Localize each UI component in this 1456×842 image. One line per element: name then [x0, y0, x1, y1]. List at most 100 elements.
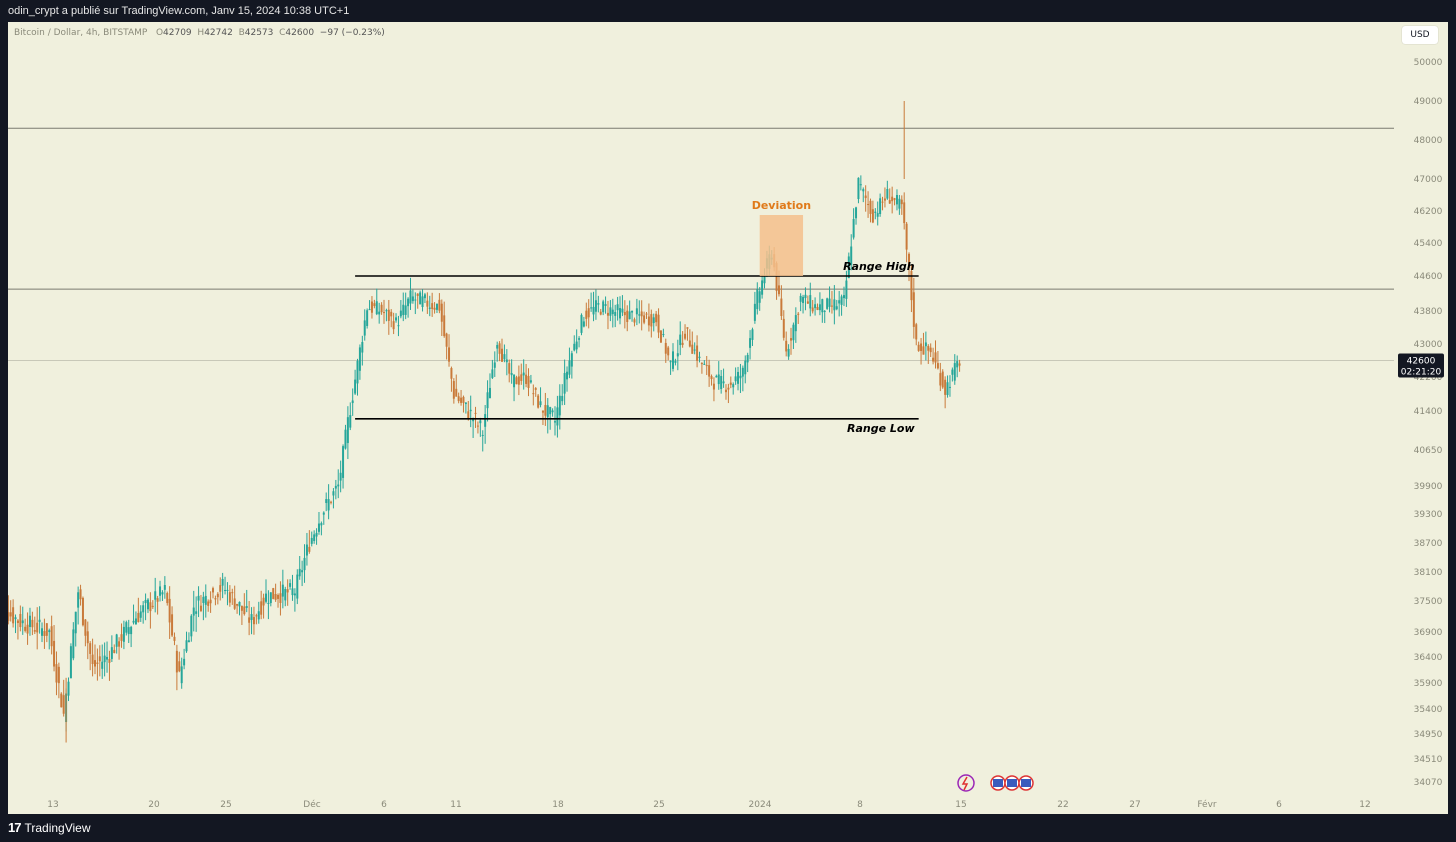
candle-body	[792, 324, 795, 341]
candle-body	[226, 589, 229, 591]
candle-body	[421, 296, 424, 308]
candle-body	[151, 605, 154, 607]
candle-body	[257, 611, 260, 620]
candle-body	[31, 619, 34, 628]
candle-body	[729, 382, 732, 385]
candle-body	[301, 570, 304, 573]
candle-body	[53, 640, 56, 667]
candle-body	[496, 345, 499, 349]
deviation-box	[759, 215, 804, 276]
chart-panel[interactable]: Range High Range Low Deviation 50000 49000 48…	[8, 22, 1448, 814]
candle-body	[221, 578, 224, 586]
candle-body	[686, 327, 689, 329]
candle-body	[219, 585, 222, 592]
candle-body	[317, 523, 320, 532]
candle-body	[845, 280, 848, 299]
candle-body	[293, 593, 296, 596]
candle-body	[264, 593, 267, 602]
candle-body	[72, 629, 75, 659]
candle-body	[645, 313, 648, 315]
candle-body	[255, 615, 258, 617]
candle-body	[361, 342, 364, 353]
candle-body	[139, 611, 142, 618]
candle-body	[828, 298, 831, 307]
candle-body	[236, 603, 239, 606]
deviation-label: Deviation	[752, 199, 811, 212]
candle-body	[491, 369, 494, 378]
candle-body	[631, 310, 634, 313]
footer-bar: 17 TradingView	[0, 814, 1456, 842]
candle-body	[414, 299, 417, 301]
brand[interactable]: 17 TradingView	[8, 814, 91, 842]
candle-body	[626, 310, 629, 322]
candle-body	[628, 311, 631, 320]
candle-body	[606, 312, 609, 316]
y-tick-label: 44600	[1414, 272, 1443, 282]
candle-body	[110, 647, 113, 659]
candle-body	[402, 304, 405, 316]
candle-body	[472, 419, 475, 422]
candle-body	[228, 592, 231, 603]
price-chart[interactable]: Range High Range Low Deviation 50000 49000 48…	[8, 22, 1448, 814]
candle-body	[777, 285, 780, 295]
candle-body	[910, 271, 913, 301]
candle-body	[349, 415, 352, 428]
candle-body	[171, 614, 174, 636]
candle-body	[243, 606, 246, 615]
candle-body	[233, 598, 236, 609]
candle-body	[830, 305, 833, 307]
candle-body	[163, 585, 166, 590]
candle-body	[847, 256, 850, 279]
candle-body	[787, 348, 790, 357]
candle-body	[24, 626, 27, 631]
candle-body	[199, 605, 202, 611]
candle-body	[486, 392, 489, 409]
candle-body	[811, 307, 814, 312]
candle-body	[895, 195, 898, 205]
candle-body	[874, 211, 877, 213]
candle-body	[474, 412, 477, 414]
candle-body	[650, 314, 653, 327]
candle-body	[782, 318, 785, 338]
candle-body	[60, 693, 63, 708]
y-tick-label: 35400	[1414, 705, 1443, 715]
candle-body	[700, 363, 703, 365]
tradingview-logo-icon: 17	[8, 820, 22, 835]
candle-body	[445, 333, 448, 347]
candle-body	[859, 184, 862, 186]
candle-body	[192, 607, 195, 616]
candle-body	[36, 622, 39, 633]
x-tick-label: 6	[381, 800, 387, 810]
candle-body	[623, 312, 626, 316]
candle-body	[380, 304, 383, 313]
candle-body	[207, 601, 210, 606]
candle-body	[744, 360, 747, 375]
candle-body	[553, 421, 556, 423]
candle-body	[378, 311, 381, 315]
candle-body	[315, 532, 318, 537]
y-tick-label: 50000	[1414, 58, 1443, 68]
candle-body	[346, 417, 349, 444]
candle-body	[715, 375, 718, 378]
candle-body	[635, 308, 638, 315]
candle-body	[469, 409, 472, 412]
currency-button[interactable]: USD	[1402, 26, 1438, 44]
candle-body	[320, 523, 323, 526]
candle-body	[883, 198, 886, 201]
y-tick-label: 34510	[1414, 755, 1443, 765]
y-tick-label: 48000	[1414, 136, 1443, 146]
candle-body	[476, 425, 479, 427]
candle-body	[806, 301, 809, 304]
candle-body	[840, 296, 843, 305]
candle-body	[814, 304, 817, 309]
candle-body	[337, 484, 340, 487]
y-tick-label: 42200	[1414, 373, 1443, 383]
candle-body	[142, 605, 145, 613]
candle-body	[544, 404, 547, 416]
candle-body	[936, 363, 939, 369]
candle-body	[279, 593, 282, 603]
candle-body	[857, 177, 860, 200]
candle-body	[727, 387, 730, 390]
candle-body	[479, 420, 482, 424]
candle-body	[101, 661, 104, 669]
